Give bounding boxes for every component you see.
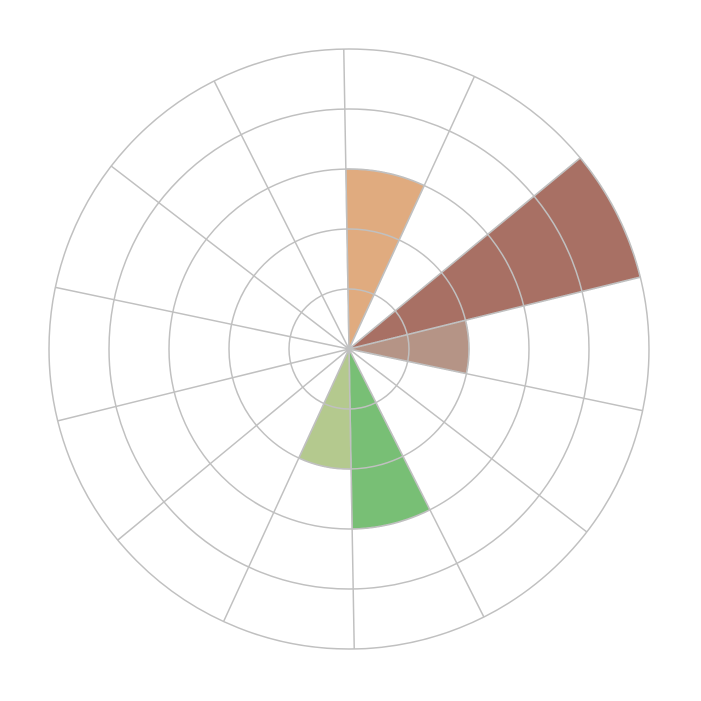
- grid-spoke: [55, 286, 350, 350]
- grid-ring: [48, 48, 650, 650]
- grid-spoke: [348, 348, 588, 533]
- grid-ring: [108, 108, 590, 590]
- grid-spoke: [348, 348, 643, 412]
- grid-ring: [228, 228, 470, 470]
- grid-spoke: [348, 348, 355, 649]
- grid-spoke: [343, 49, 350, 350]
- grid-ring: [168, 168, 530, 530]
- sector: [348, 348, 431, 530]
- grid-spoke: [222, 348, 350, 622]
- grid-spoke: [348, 157, 581, 350]
- grid-ring: [288, 288, 410, 410]
- grid-spoke: [57, 348, 350, 422]
- grid-spoke: [213, 80, 350, 350]
- grid-spoke: [348, 76, 476, 350]
- grid-spoke: [117, 348, 350, 541]
- grid-spoke: [348, 348, 485, 618]
- grid-spoke: [348, 276, 641, 350]
- grid-spoke: [110, 165, 350, 350]
